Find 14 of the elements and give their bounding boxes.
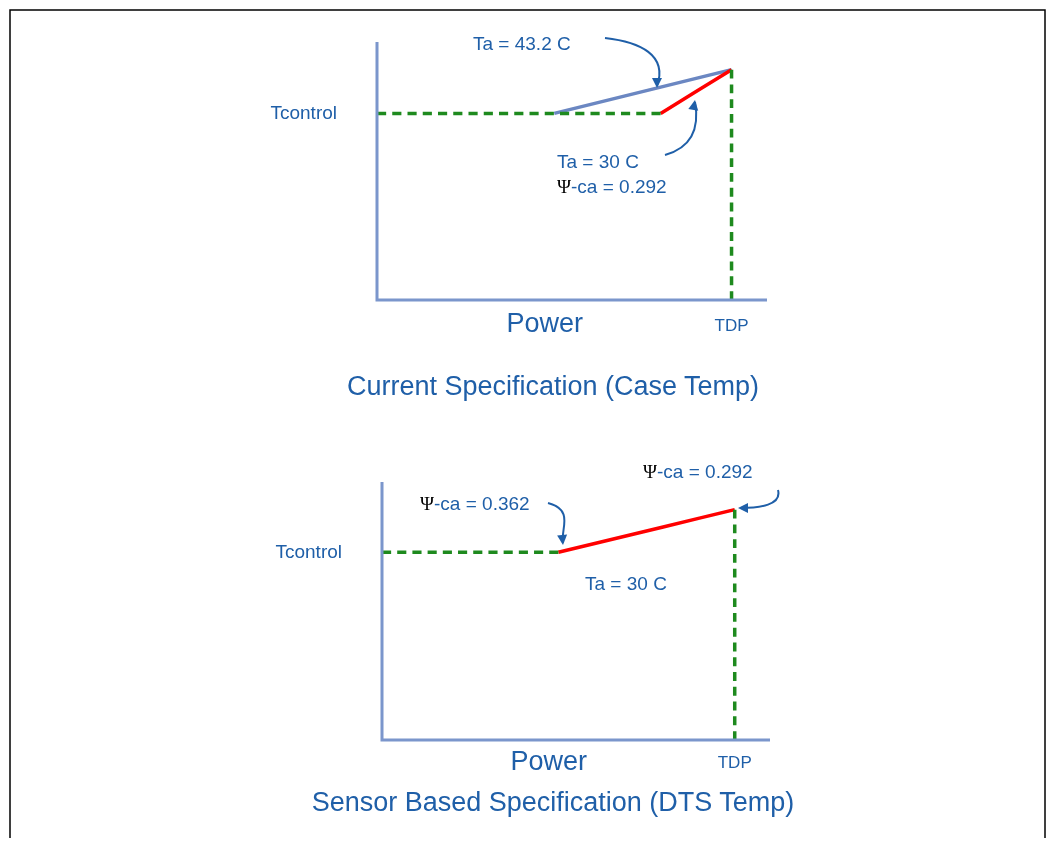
annotation: Ta = 30 C	[585, 573, 667, 594]
text: Ta = 43.2 C	[473, 33, 571, 54]
annotation: Ψ-ca = 0.362	[420, 493, 530, 514]
text: Tcontrol	[270, 102, 337, 124]
text: TDP	[714, 316, 749, 335]
text: TDP	[717, 753, 752, 772]
annotation: Ta = 30 C	[557, 151, 639, 172]
annotation: Ψ-ca = 0.292	[557, 176, 667, 197]
text: Ψ-ca = 0.292	[643, 461, 753, 482]
text: Sensor Based Specification (DTS Temp)	[311, 787, 795, 817]
text: Current Specification (Case Temp)	[346, 371, 760, 401]
text: Tcontrol	[275, 541, 342, 563]
x-axis-title: Power	[510, 746, 588, 776]
x-axis-title: Power	[506, 308, 583, 338]
